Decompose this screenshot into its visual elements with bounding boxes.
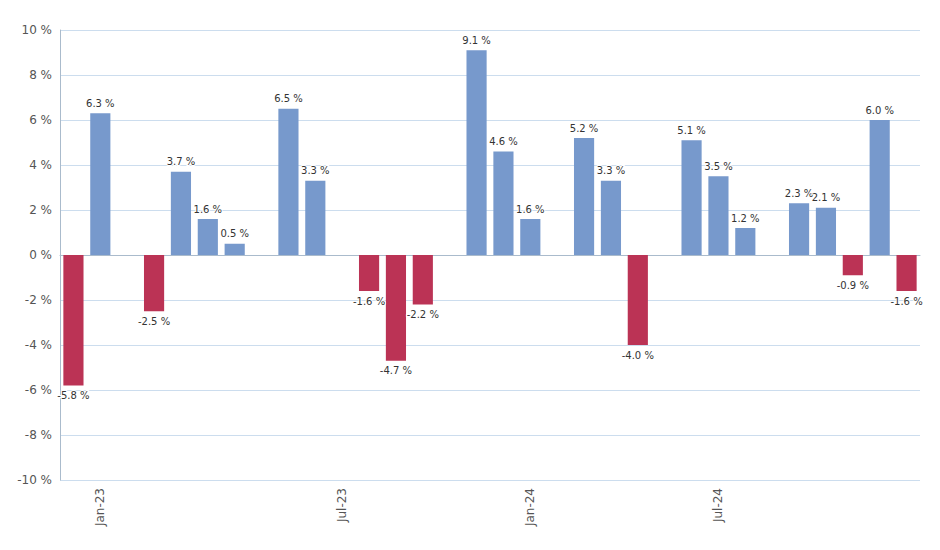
- svg-text:6.5 %: 6.5 %: [274, 93, 303, 104]
- svg-text:-4.0 %: -4.0 %: [622, 350, 654, 361]
- svg-text:-6 %: -6 %: [25, 383, 52, 397]
- svg-text:-2.2 %: -2.2 %: [407, 309, 439, 320]
- svg-text:3.5 %: 3.5 %: [704, 161, 733, 172]
- svg-text:Jan-24: Jan-24: [523, 488, 537, 527]
- svg-text:5.2 %: 5.2 %: [570, 123, 599, 134]
- svg-text:8 %: 8 %: [29, 68, 52, 82]
- svg-text:6.0 %: 6.0 %: [865, 105, 894, 116]
- svg-text:1.6 %: 1.6 %: [194, 204, 223, 215]
- svg-text:2.1 %: 2.1 %: [812, 192, 841, 203]
- svg-text:-2.5 %: -2.5 %: [138, 316, 170, 327]
- svg-text:1.2 %: 1.2 %: [731, 213, 760, 224]
- svg-text:-10 %: -10 %: [17, 473, 52, 487]
- svg-text:Jul-24: Jul-24: [711, 488, 725, 523]
- svg-text:Jul-23: Jul-23: [335, 488, 349, 523]
- svg-text:10 %: 10 %: [22, 23, 53, 37]
- svg-text:-1.6 %: -1.6 %: [353, 296, 385, 307]
- svg-text:9.1 %: 9.1 %: [462, 35, 491, 46]
- svg-text:-2 %: -2 %: [25, 293, 52, 307]
- svg-text:2.3 %: 2.3 %: [785, 188, 814, 199]
- svg-text:4 %: 4 %: [29, 158, 52, 172]
- svg-text:1.6 %: 1.6 %: [516, 204, 545, 215]
- svg-text:2 %: 2 %: [29, 203, 52, 217]
- svg-text:6 %: 6 %: [29, 113, 52, 127]
- svg-text:-4 %: -4 %: [25, 338, 52, 352]
- svg-text:0 %: 0 %: [29, 248, 52, 262]
- svg-text:-5.8 %: -5.8 %: [57, 390, 89, 401]
- svg-text:-1.6 %: -1.6 %: [890, 296, 922, 307]
- svg-text:-8 %: -8 %: [25, 428, 52, 442]
- svg-text:4.6 %: 4.6 %: [489, 136, 518, 147]
- svg-text:6.3 %: 6.3 %: [86, 98, 115, 109]
- svg-text:3.3 %: 3.3 %: [597, 165, 626, 176]
- svg-text:3.7 %: 3.7 %: [167, 156, 196, 167]
- svg-text:Jan-23: Jan-23: [93, 488, 107, 527]
- svg-text:0.5 %: 0.5 %: [220, 228, 249, 239]
- svg-text:-0.9 %: -0.9 %: [837, 280, 869, 291]
- svg-text:5.1 %: 5.1 %: [677, 125, 706, 136]
- svg-text:-4.7 %: -4.7 %: [380, 365, 412, 376]
- svg-text:3.3 %: 3.3 %: [301, 165, 330, 176]
